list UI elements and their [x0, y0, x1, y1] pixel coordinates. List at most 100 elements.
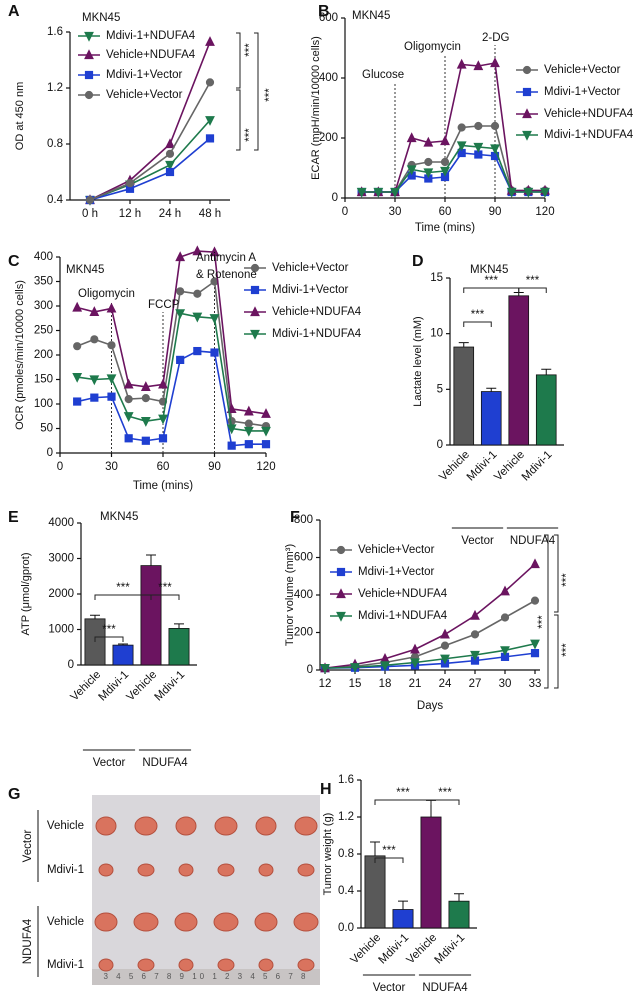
tumor — [94, 912, 118, 932]
significance-bracket — [236, 32, 241, 89]
y-tick-label: 0 — [68, 659, 74, 671]
data-point — [123, 412, 134, 422]
x-tick-label: 60 — [157, 461, 170, 473]
data-point — [175, 251, 186, 262]
significance-bracket — [236, 89, 241, 151]
series-line — [324, 642, 536, 669]
panel-letter: A — [8, 3, 20, 20]
tumor — [95, 816, 117, 836]
bar — [420, 816, 442, 929]
error-bar — [118, 643, 128, 646]
data-point — [530, 596, 540, 605]
data-point — [106, 302, 117, 313]
legend-label: Mdivi-1+NDUFA4 — [106, 30, 196, 42]
y-axis-label: Lactate level (mM) — [412, 316, 424, 406]
ruler-label: 3 4 5 6 7 8 9 10 1 2 3 4 5 6 7 8 — [104, 972, 309, 981]
x-tick-label: 33 — [529, 678, 542, 690]
annotation: *** — [485, 275, 499, 287]
tumor — [258, 863, 274, 877]
bar — [364, 855, 386, 929]
error-bar — [90, 614, 100, 619]
bar — [392, 909, 414, 929]
panel-title: MKN45 — [352, 10, 390, 22]
error-bar — [458, 342, 469, 348]
legend-marker — [522, 65, 532, 75]
data-point — [244, 440, 253, 449]
group-label: NDUFA4 — [422, 982, 468, 994]
y-tick-label: 250 — [34, 325, 53, 337]
data-point — [350, 663, 360, 673]
significance-bracket — [554, 614, 559, 689]
panel-title: MKN45 — [470, 264, 508, 276]
x-tick-label: 21 — [409, 678, 422, 690]
legend-label: Mdivi-1+Vector — [272, 284, 349, 296]
tumor — [255, 816, 277, 836]
data-point — [423, 136, 434, 147]
tumor — [297, 863, 315, 877]
group-label: Vector — [93, 757, 126, 769]
y-axis-label: Tumor volume (mm³) — [284, 544, 296, 646]
data-point — [506, 187, 517, 198]
y-tick-label: 0.4 — [338, 885, 355, 897]
x-tick-label: Mdivi-1 — [377, 932, 412, 967]
x-tick-label: 27 — [469, 678, 482, 690]
data-point — [261, 426, 271, 437]
data-point — [106, 374, 117, 385]
data-point — [373, 187, 384, 198]
annotation: 2-DG — [482, 32, 510, 44]
bar — [508, 295, 530, 446]
y-axis-label: ECAR (mpH/min/10000 cells) — [310, 36, 322, 180]
group-label: Vector — [22, 830, 34, 863]
data-point — [500, 585, 510, 596]
data-point — [530, 558, 540, 569]
y-tick-label: 600 — [319, 12, 338, 24]
data-point — [125, 179, 135, 188]
data-point — [470, 650, 480, 661]
annotation: *** — [382, 845, 396, 857]
annotation: *** — [264, 88, 276, 102]
annotation: *** — [471, 309, 485, 321]
x-tick-label: Mdivi-1 — [153, 669, 188, 704]
y-tick-label: 1.2 — [47, 82, 63, 94]
legend-marker — [84, 70, 94, 80]
data-point — [490, 144, 500, 155]
data-point — [175, 309, 186, 320]
x-tick-label: 30 — [389, 206, 402, 218]
bar — [112, 644, 134, 666]
significance-bracket — [94, 636, 124, 642]
y-tick-label: 400 — [319, 72, 338, 84]
data-point — [124, 395, 133, 404]
data-point — [500, 646, 510, 657]
y-axis-label: OD at 450 nm — [14, 82, 26, 150]
data-point — [470, 630, 480, 639]
data-point — [380, 661, 390, 672]
data-point — [72, 301, 83, 312]
row-label: Vehicle — [47, 916, 84, 928]
data-point — [140, 417, 151, 427]
data-point — [410, 643, 420, 654]
data-point — [209, 246, 220, 257]
data-point — [192, 245, 203, 256]
data-point — [141, 436, 150, 445]
data-point — [530, 649, 540, 658]
y-tick-label: 800 — [294, 514, 313, 526]
x-tick-label: Vehicle — [125, 669, 160, 704]
legend-label: Mdivi-1+NDUFA4 — [544, 129, 634, 141]
bar — [140, 565, 162, 666]
data-point — [107, 392, 116, 401]
data-point — [243, 405, 254, 416]
legend-marker — [336, 567, 346, 577]
error-bar — [454, 893, 464, 902]
data-point — [209, 314, 220, 324]
y-tick-label: 0.8 — [338, 848, 354, 860]
legend-label: Mdivi-1+Vector — [106, 69, 183, 81]
tumor — [297, 958, 315, 972]
x-tick-label: 30 — [499, 678, 512, 690]
data-point — [423, 168, 434, 179]
y-tick-label: 200 — [34, 349, 53, 361]
y-tick-label: 0 — [47, 447, 53, 459]
data-point — [456, 58, 467, 69]
data-point — [406, 132, 417, 143]
series-line — [89, 82, 211, 201]
data-point — [205, 134, 215, 143]
